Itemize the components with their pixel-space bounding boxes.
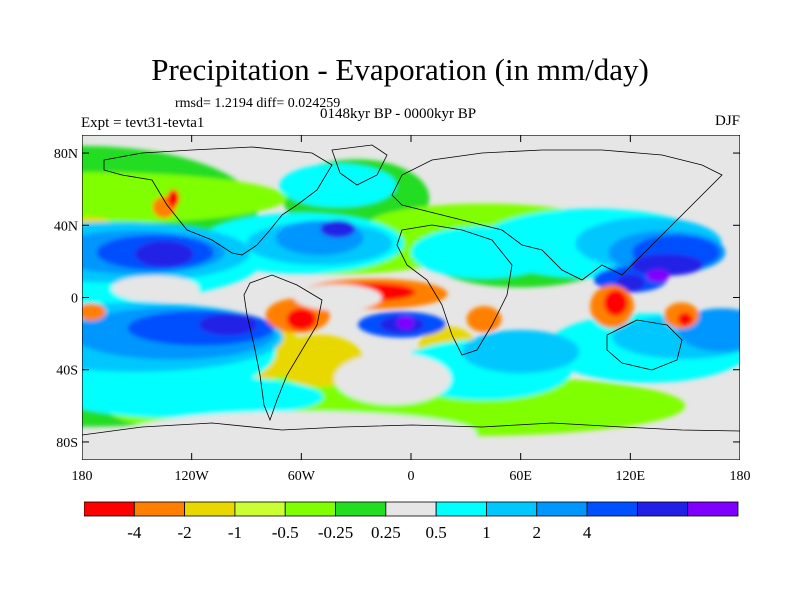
lat-tick-label: 80N — [54, 147, 78, 162]
colorbar-box — [234, 501, 286, 517]
colorbar-boxes — [84, 501, 739, 517]
colorbar-label: -1 — [228, 523, 242, 542]
neutral-patch — [125, 411, 477, 455]
lon-tick-label: 120E — [616, 469, 646, 484]
field-patch — [135, 241, 194, 268]
field-patch — [646, 269, 670, 283]
coast-north-america — [103, 146, 333, 256]
colorbar-box — [486, 501, 538, 517]
colorbar-box — [636, 501, 689, 517]
coast-africa — [396, 224, 513, 356]
colorbar-label: -4 — [127, 523, 142, 542]
colorbar-label: -0.25 — [318, 523, 353, 542]
field-patch — [396, 316, 415, 330]
latitude-axis — [82, 152, 740, 443]
colorbar-box — [536, 501, 588, 517]
field-patch — [198, 313, 258, 336]
season-label: DJF — [714, 113, 740, 129]
colorbar-label: 0.25 — [371, 523, 401, 542]
colorbar-label: 0.5 — [426, 523, 447, 542]
coast-south-america — [243, 274, 323, 422]
coast-greenland — [331, 144, 388, 186]
colorbar-box — [84, 501, 135, 517]
precip-evap-map — [82, 135, 740, 460]
field-patch — [604, 289, 628, 316]
neutral-patch — [294, 284, 382, 311]
lon-tick-label: 120W — [175, 469, 210, 484]
field-patch — [286, 308, 316, 330]
field-patch — [82, 375, 324, 419]
lon-tick-label: 180 — [730, 469, 751, 484]
longitude-labels: 180 120W 60W 0 60E 120E 180 — [72, 469, 751, 484]
lat-tick-label: 40N — [54, 219, 78, 234]
field-patch — [82, 172, 287, 225]
colorbar-box — [133, 501, 186, 517]
colorbar-label: -0.5 — [272, 523, 299, 542]
lat-tick-label: 40S — [56, 364, 78, 379]
lon-tick-label: 180 — [72, 469, 93, 484]
lon-tick-label: 60W — [288, 469, 316, 484]
neutral-patch — [111, 275, 199, 302]
coast-australia — [606, 319, 683, 371]
time-period-label: 0148kyr BP - 0000kyr BP — [320, 106, 477, 122]
lon-tick-label: 60E — [509, 469, 532, 484]
colorbar-box — [184, 501, 236, 517]
neutral-patch — [334, 352, 452, 405]
experiment-label: Expt = tevt31-tevta1 — [81, 115, 205, 131]
field-patch — [279, 163, 397, 208]
longitude-axis — [82, 135, 740, 460]
colorbar-label: 4 — [583, 523, 592, 542]
colorbar-box — [284, 501, 336, 517]
colorbar-label: 1 — [482, 523, 491, 542]
coastlines — [82, 144, 740, 436]
field-patch — [630, 254, 704, 276]
lat-tick-label: 0 — [71, 292, 78, 307]
colorbar-box — [385, 501, 437, 517]
field-patch — [677, 312, 693, 326]
latitude-labels: 80N 40N 0 40S 80S — [54, 147, 78, 451]
field-layers — [82, 145, 740, 455]
colorbar-box — [435, 501, 487, 517]
neutral-patch — [502, 295, 576, 318]
colorbar-label: 2 — [533, 523, 542, 542]
lon-tick-label: 0 — [408, 469, 415, 484]
rmsd-diff-text: rmsd= 1.2194 diff= 0.024259 — [175, 96, 341, 111]
coast-eurasia — [391, 149, 723, 281]
colorbar: -4 -2 -1 -0.5 -0.25 0.25 0.5 1 2 4 — [84, 501, 739, 542]
colorbar-box — [586, 501, 638, 517]
colorbar-label: -2 — [178, 523, 192, 542]
colorbar-labels: -4 -2 -1 -0.5 -0.25 0.25 0.5 1 2 4 — [127, 523, 592, 542]
map-title: Precipitation - Evaporation (in mm/day) — [151, 52, 649, 87]
field-patch — [320, 220, 356, 238]
field-patch — [615, 274, 645, 292]
colorbar-box — [335, 501, 387, 517]
coast-antarctica — [82, 422, 740, 436]
field-patch — [462, 330, 580, 374]
field-patch — [82, 303, 106, 321]
lat-tick-label: 80S — [56, 436, 78, 451]
field-patch — [167, 189, 180, 207]
field-patch — [466, 306, 502, 333]
colorbar-box — [687, 501, 739, 517]
